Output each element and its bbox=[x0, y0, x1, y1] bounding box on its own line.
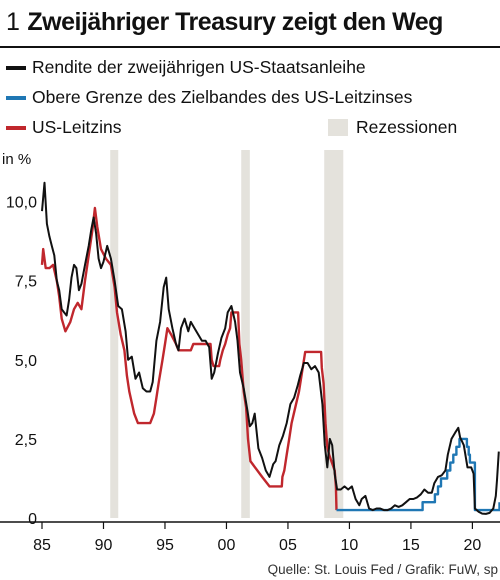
legend-label-recessions: Rezessionen bbox=[356, 117, 458, 137]
x-tick-label-1: 90 bbox=[95, 537, 113, 554]
y-tick-label-4: 10,0 bbox=[6, 195, 37, 212]
series-line-target-band bbox=[336, 437, 500, 512]
recession-band-0 bbox=[110, 150, 119, 518]
x-tick-label-2: 95 bbox=[156, 537, 174, 554]
x-tick-label-4: 05 bbox=[279, 537, 297, 554]
y-tick-label-2: 5,0 bbox=[15, 353, 37, 370]
y-axis-unit: in % bbox=[2, 151, 32, 168]
chart-title-block: 1 Zweijähriger Treasury zeigt den Weg bbox=[6, 8, 443, 37]
x-tick-label-0: 85 bbox=[33, 537, 51, 554]
series-line-yield bbox=[41, 181, 500, 515]
y-tick-label-1: 2,5 bbox=[15, 432, 37, 449]
chart-number: 1 bbox=[6, 8, 20, 36]
legend-label-target-band: Obere Grenze des Zielbandes des US-Leitz… bbox=[32, 87, 413, 107]
legend-swatch-yield bbox=[6, 65, 26, 70]
legend-entry-fed-rate: US-Leitzins bbox=[6, 117, 121, 138]
legend-label-yield: Rendite der zweijährigen US-Staatsanleih… bbox=[32, 57, 366, 77]
x-tick-label-5: 10 bbox=[341, 537, 359, 554]
chart-title: Zweijähriger Treasury zeigt den Weg bbox=[27, 8, 443, 36]
legend-swatch-target-band bbox=[6, 95, 26, 100]
legend-entry-yield: Rendite der zweijährigen US-Staatsanleih… bbox=[6, 57, 366, 78]
legend-swatch-fed-rate bbox=[6, 125, 26, 130]
y-tick-label-3: 7,5 bbox=[15, 274, 37, 291]
recession-band-1 bbox=[241, 150, 250, 518]
legend-swatch-recessions bbox=[328, 119, 348, 136]
legend-entry-target-band: Obere Grenze des Zielbandes des US-Leitz… bbox=[6, 87, 412, 108]
y-tick-label-0: 0 bbox=[28, 511, 37, 528]
source-note: Quelle: St. Louis Fed / Grafik: FuW, sp bbox=[267, 562, 498, 577]
title-rule bbox=[0, 46, 500, 48]
x-tick-label-3: 00 bbox=[218, 537, 236, 554]
legend-label-fed-rate: US-Leitzins bbox=[32, 117, 122, 137]
x-tick-label-7: 20 bbox=[464, 537, 482, 554]
recession-band-2 bbox=[324, 150, 344, 518]
x-tick-label-6: 15 bbox=[402, 537, 420, 554]
series-line-fed-rate bbox=[40, 206, 338, 511]
legend-entry-recessions: Rezessionen bbox=[328, 117, 457, 138]
